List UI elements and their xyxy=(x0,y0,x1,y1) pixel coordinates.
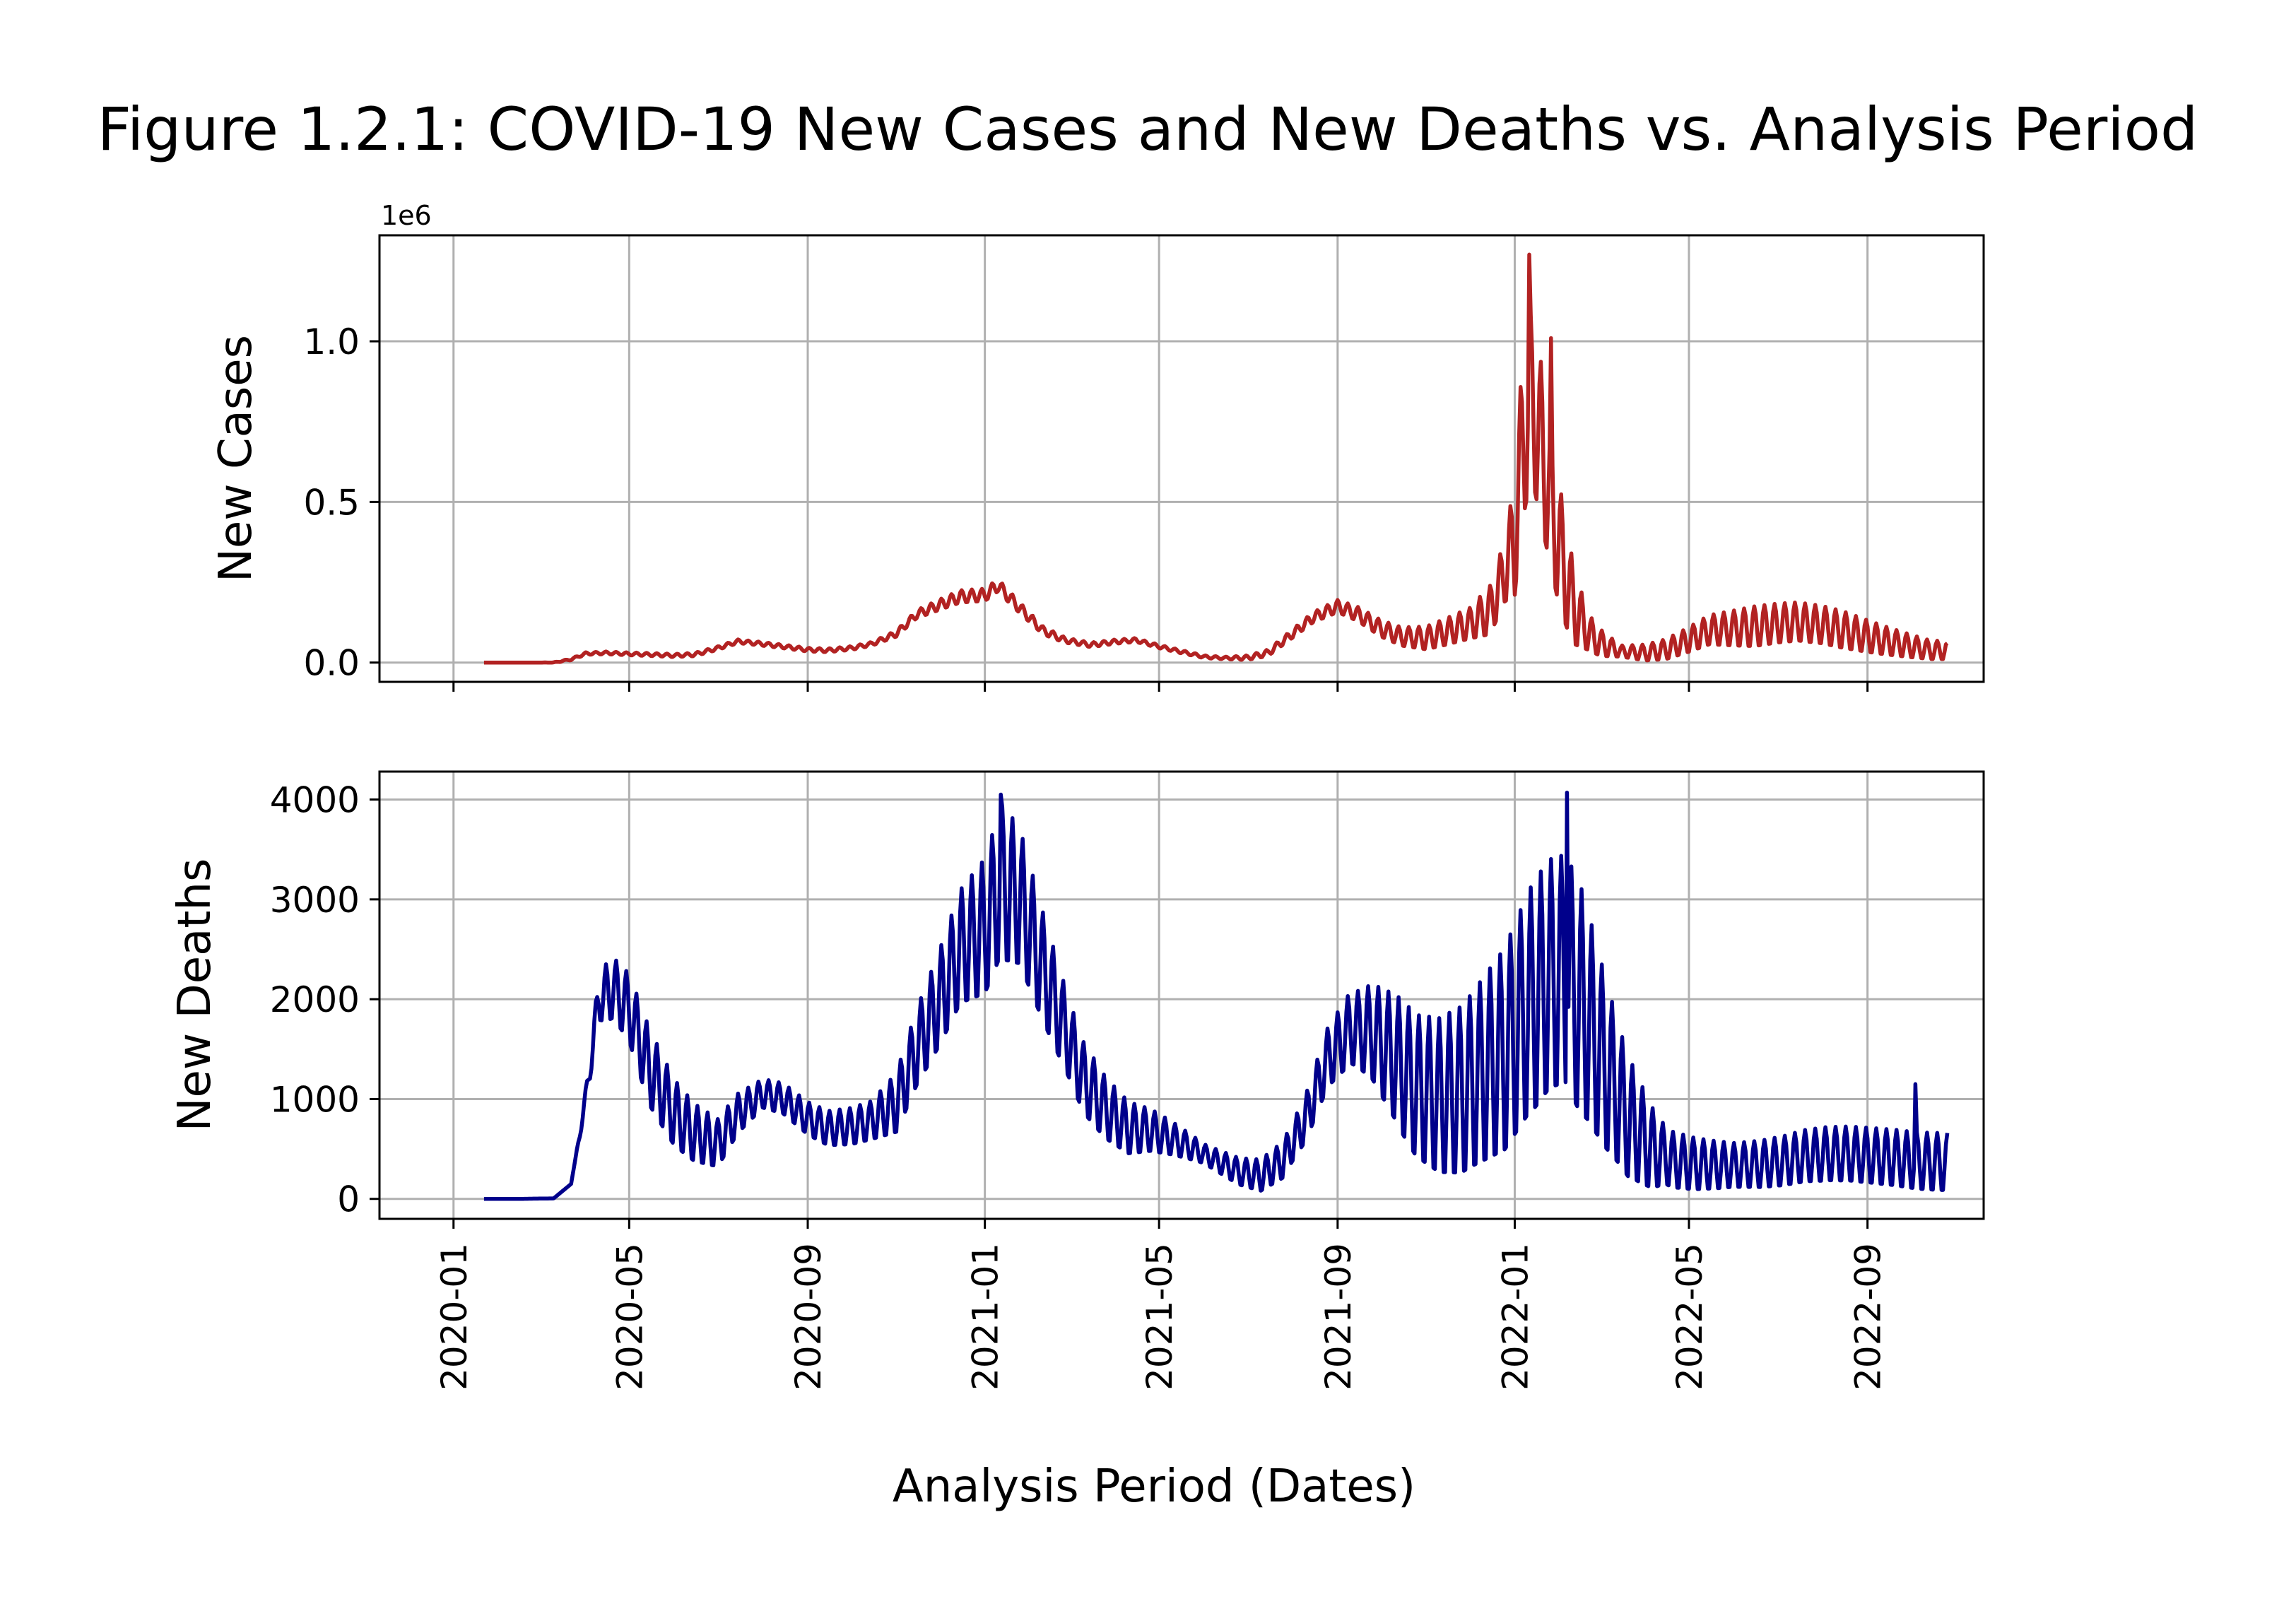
cases-y-ticks: 0.0 0.5 1.0 xyxy=(303,321,379,684)
deaths-axes: 0 1000 2000 3000 4000 New Deaths xyxy=(169,770,1985,1229)
x-tick-label: 2021-01 xyxy=(965,1243,1006,1391)
cases-axes-frame xyxy=(378,234,1985,683)
x-tick-labels: 2020-01 2020-05 2020-09 2021-01 2021-05 2021-… xyxy=(434,1243,1889,1391)
x-tick-label: 2020-09 xyxy=(788,1243,829,1391)
deaths-grid xyxy=(379,772,1984,1219)
y-tick-label: 1000 xyxy=(270,1079,360,1120)
deaths-x-ticks xyxy=(452,1219,1869,1229)
x-tick-label: 2022-05 xyxy=(1669,1243,1710,1391)
cases-y-offset-label: 1e6 xyxy=(381,200,432,231)
figure-title: Figure 1.2.1: COVID-19 New Cases and New… xyxy=(98,95,2198,164)
deaths-series-line xyxy=(483,790,1950,1201)
cases-grid xyxy=(379,235,1984,682)
x-tick-label: 2020-05 xyxy=(609,1243,650,1391)
cases-y-axis-label: New Cases xyxy=(210,335,262,582)
y-tick-label: 2000 xyxy=(270,979,360,1020)
y-tick-label: 0 xyxy=(337,1179,360,1220)
x-tick-label: 2022-01 xyxy=(1495,1243,1536,1391)
cases-x-ticks xyxy=(452,682,1869,692)
x-tick-label: 2020-01 xyxy=(434,1243,475,1391)
y-tick-label: 0.5 xyxy=(303,482,360,523)
x-tick-label: 2022-09 xyxy=(1848,1243,1889,1391)
x-axis-label: Analysis Period (Dates) xyxy=(893,1460,1415,1513)
y-tick-label: 3000 xyxy=(270,880,360,921)
x-tick-label: 2021-05 xyxy=(1139,1243,1180,1391)
cases-series-line xyxy=(483,252,1949,665)
y-tick-label: 4000 xyxy=(270,780,360,821)
x-tick-label: 2021-09 xyxy=(1318,1243,1359,1391)
deaths-y-ticks: 0 1000 2000 3000 4000 xyxy=(270,780,379,1220)
deaths-axes-frame xyxy=(378,770,1985,1220)
deaths-y-axis-label: New Deaths xyxy=(169,858,221,1132)
y-tick-label: 1.0 xyxy=(303,321,360,362)
y-tick-label: 0.0 xyxy=(303,643,360,684)
cases-axes: 0.0 0.5 1.0 1e6 New Cases xyxy=(210,200,1985,692)
